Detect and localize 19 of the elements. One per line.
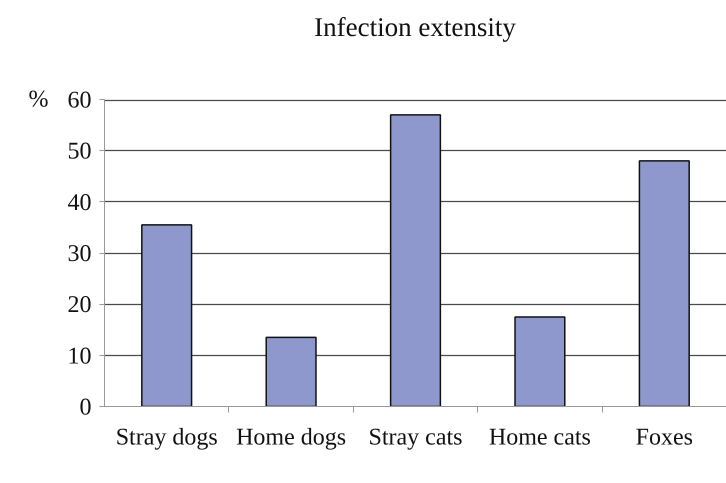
chart-title: Infection extensity — [314, 11, 516, 44]
bar — [390, 114, 442, 406]
y-tick-label: 0 — [80, 394, 92, 420]
bar — [514, 316, 566, 406]
y-tick-label: 20 — [68, 292, 92, 318]
x-tick-label: Home cats — [488, 424, 591, 450]
x-tick-label: Stray cats — [368, 424, 462, 450]
bar — [141, 224, 192, 406]
y-axis-title: % — [28, 86, 49, 112]
y-tick-label: 30 — [68, 241, 92, 267]
y-tick-label: 10 — [68, 343, 92, 370]
x-tick-label: Stray dogs — [116, 424, 218, 450]
y-tick-label: 60 — [68, 88, 92, 114]
x-tick-label: Foxes — [636, 424, 693, 450]
x-tick-label: Home dogs — [236, 424, 346, 450]
y-tick-label: 40 — [68, 190, 92, 216]
bar — [265, 336, 317, 406]
bar — [638, 160, 690, 406]
y-tick-label: 50 — [68, 138, 92, 165]
